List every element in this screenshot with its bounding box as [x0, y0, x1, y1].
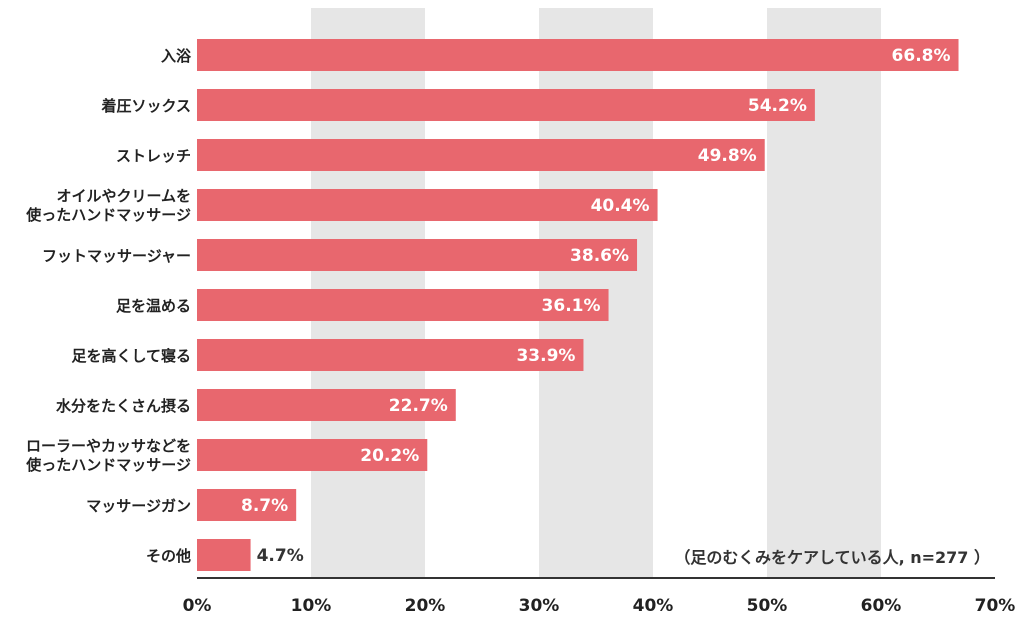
value-label-6: 33.9% [516, 346, 575, 366]
category-label-1: 着圧ソックス [100, 97, 191, 115]
category-label-5: 足を温める [116, 297, 191, 315]
x-tick-5: 50% [747, 596, 788, 616]
bar-3 [197, 189, 658, 221]
bar-4 [197, 239, 638, 271]
x-tick-7: 70% [975, 596, 1016, 616]
value-label-1: 54.2% [748, 96, 807, 116]
value-label-9: 8.7% [241, 496, 288, 516]
x-tick-labels: 0% 10% 20% 30% 40% 50% 60% 70% [183, 596, 1016, 616]
bars [197, 39, 959, 571]
x-tick-6: 60% [861, 596, 902, 616]
bar-5 [197, 289, 609, 321]
category-label-7: 水分をたくさん摂る [56, 397, 191, 415]
bar-2 [197, 139, 765, 171]
value-labels: 66.8% 54.2% 49.8% 40.4% 38.6% 36.1% 33.9% 22.7%… [241, 46, 950, 566]
category-label-2: ストレッチ [116, 147, 191, 165]
bar-8 [197, 439, 428, 471]
value-label-10: 4.7% [257, 546, 304, 566]
bar-7 [197, 389, 456, 421]
x-tick-0: 0% [183, 596, 212, 616]
category-label-10: その他 [146, 547, 191, 565]
category-label-8: ローラーやカッサなどを使ったハンドマッサージ [25, 437, 191, 474]
x-tick-3: 30% [519, 596, 560, 616]
value-label-0: 66.8% [892, 46, 951, 66]
bar-0 [197, 39, 959, 71]
value-label-5: 36.1% [542, 296, 601, 316]
category-label-4: フットマッサージャー [42, 247, 191, 265]
value-label-3: 40.4% [591, 196, 650, 216]
category-label-6: 足を高くして寝る [71, 347, 191, 365]
bar-1 [197, 89, 815, 121]
value-label-7: 22.7% [389, 396, 448, 416]
bar-9 [197, 489, 297, 521]
sample-note: （足のむくみをケアしている人, n=277 ） [674, 548, 990, 567]
category-label-9: マッサージガン [86, 497, 191, 515]
x-tick-4: 40% [633, 596, 674, 616]
value-label-2: 49.8% [698, 146, 757, 166]
bar-6 [197, 339, 584, 371]
x-tick-2: 20% [405, 596, 446, 616]
category-label-0: 入浴 [161, 47, 192, 65]
value-label-8: 20.2% [360, 446, 419, 466]
category-labels: 入浴着圧ソックスストレッチオイルやクリームを使ったハンドマッサージフットマッサー… [25, 47, 192, 565]
x-tick-1: 10% [291, 596, 332, 616]
bar-10 [197, 539, 251, 571]
value-label-4: 38.6% [570, 246, 629, 266]
category-label-3: オイルやクリームを使ったハンドマッサージ [25, 187, 191, 224]
